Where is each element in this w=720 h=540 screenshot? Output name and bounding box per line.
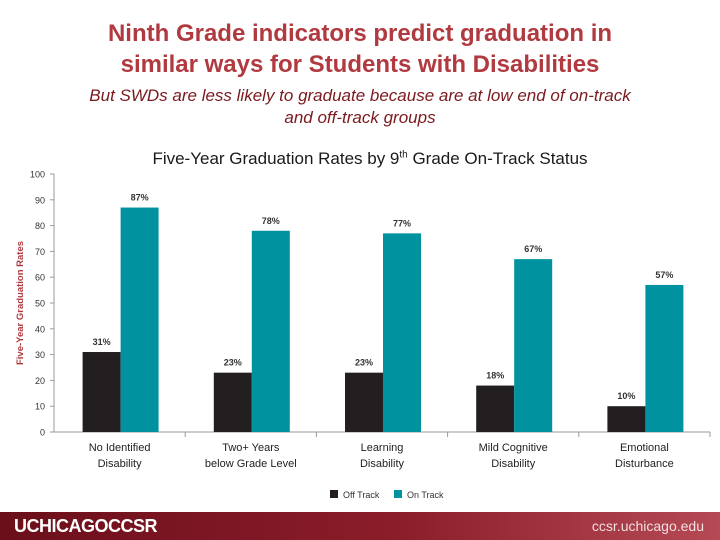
footer-url: ccsr.uchicago.edu [591, 518, 704, 534]
title-line-2: similar ways for Students with Disabilit… [120, 51, 600, 78]
legend-label: Off Track [343, 490, 380, 500]
y-tick-label: 40 [35, 324, 45, 334]
bar-on-track [514, 259, 553, 432]
uchicago-ccsr-logo: UCHICAGOCCSR [14, 516, 158, 536]
bar-off-track [82, 352, 121, 432]
chart-title-main: Five-Year Graduation Rates by 9 [152, 149, 400, 168]
y-tick-label: 100 [30, 170, 45, 180]
data-label: 18% [486, 371, 504, 381]
subtitle-line-2: and off-track groups [284, 108, 436, 127]
data-label: 10% [617, 391, 635, 401]
chart-title: Five-Year Graduation Rates by 9th Grade … [60, 149, 680, 169]
data-label: 78% [262, 216, 280, 226]
y-axis-title: Five-Year Graduation Rates [15, 241, 26, 365]
y-tick-label: 60 [35, 273, 45, 283]
bar-off-track [607, 406, 646, 432]
y-tick-label: 20 [35, 376, 45, 386]
category-label: No Identified [89, 442, 151, 454]
category-label: Disability [360, 458, 405, 470]
data-label: 87% [131, 193, 149, 203]
title-line-1: Ninth Grade indicators predict graduatio… [107, 20, 613, 47]
category-label: Mild Cognitive [479, 442, 548, 454]
bar-off-track [345, 372, 383, 432]
data-label: 57% [655, 270, 673, 280]
y-tick-label: 80 [35, 221, 45, 231]
category-label: Disturbance [615, 458, 674, 470]
slide-subtitle: But SWDs are less likely to graduate bec… [20, 85, 700, 129]
y-tick-label: 50 [35, 299, 45, 309]
data-label: 77% [393, 218, 411, 228]
bar-on-track [251, 230, 290, 432]
footer-bar: UCHICAGOCCSR ccsr.uchicago.edu [0, 512, 720, 540]
legend-swatch-on-track [394, 490, 402, 498]
chart-title-rest: Grade On-Track Status [407, 149, 588, 168]
bar-off-track [213, 372, 252, 432]
bar-off-track [476, 385, 515, 432]
y-tick-label: 0 [40, 428, 45, 438]
category-label: Disability [491, 458, 536, 470]
bar-on-track [120, 207, 159, 432]
data-label: 23% [224, 358, 242, 368]
legend-swatch-off-track [330, 490, 338, 498]
bar-chart: 0 10 20 30 40 50 60 70 80 90 100 Five-Year Graduati… [15, 170, 711, 500]
legend-label: On Track [407, 490, 444, 500]
y-tick-label: 70 [35, 247, 45, 257]
bar-on-track [383, 233, 421, 432]
y-tick-label: 30 [35, 350, 45, 360]
data-label: 31% [93, 337, 111, 347]
category-label: Emotional [620, 442, 669, 454]
subtitle-line-1: But SWDs are less likely to graduate bec… [89, 86, 631, 105]
category-label: Disability [98, 458, 143, 470]
data-label: 23% [355, 358, 373, 368]
bar-on-track [645, 284, 684, 432]
y-tick-label: 90 [35, 195, 45, 205]
chart-title-sup: th [399, 149, 408, 161]
category-label: Learning [361, 442, 404, 454]
slide-title: Ninth Grade indicators predict graduatio… [20, 18, 700, 80]
data-label: 67% [524, 244, 542, 254]
category-label: Two+ Years [222, 442, 280, 454]
category-label: below Grade Level [205, 458, 297, 470]
y-tick-label: 10 [35, 402, 45, 412]
